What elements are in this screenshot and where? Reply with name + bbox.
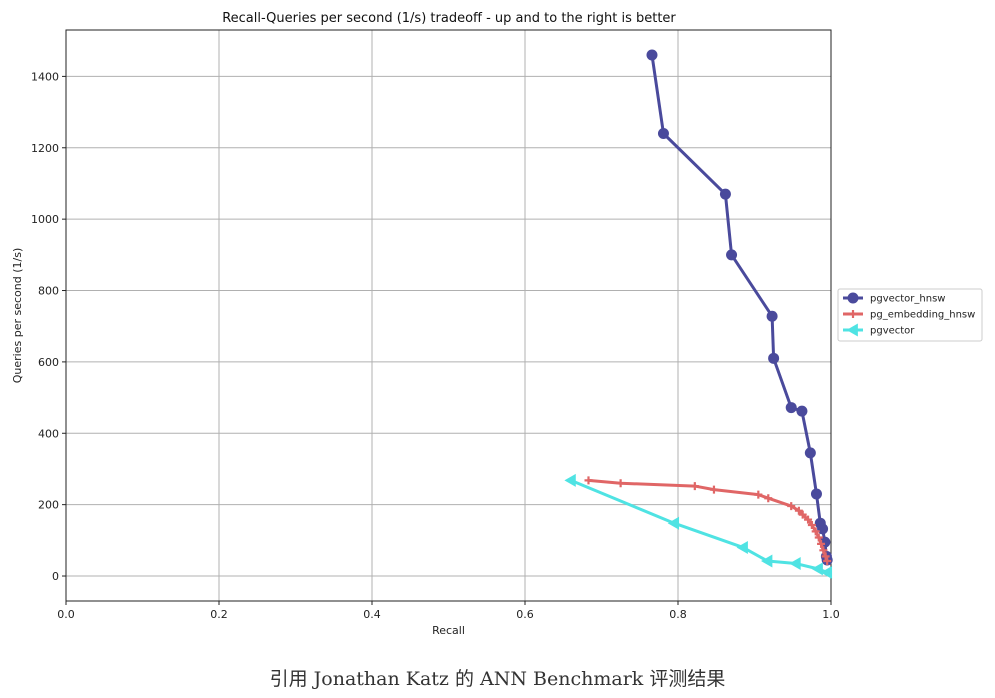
x-tick-label: 0.0: [57, 608, 75, 621]
figure-caption: 引用 Jonathan Katz 的 ANN Benchmark 评测结果: [269, 668, 726, 690]
x-tick-label: 0.6: [516, 608, 534, 621]
y-tick-label: 0: [52, 570, 59, 583]
y-tick-label: 1400: [31, 70, 59, 83]
data-point: [804, 447, 816, 459]
y-tick-label: 1000: [31, 213, 59, 226]
data-point: [804, 515, 813, 524]
data-point: [764, 494, 773, 503]
series-line: [588, 478, 829, 562]
data-point: [736, 540, 748, 554]
data-point: [796, 405, 808, 417]
series-layer: [564, 49, 833, 579]
x-axis-ticks: 0.0 0.2 0.4 0.6 0.8 1.0: [57, 601, 840, 621]
data-point: [657, 127, 669, 139]
data-point: [811, 562, 823, 576]
data-point: [817, 523, 829, 535]
data-point: [690, 482, 699, 491]
x-tick-label: 0.2: [210, 608, 228, 621]
legend-marker: [847, 292, 859, 304]
data-point: [616, 479, 625, 488]
y-tick-label: 400: [38, 427, 59, 440]
data-point: [817, 539, 826, 548]
data-point: [766, 310, 778, 322]
data-point: [584, 476, 593, 485]
data-point: [761, 554, 773, 568]
legend-item: pgvector_hnsw: [843, 292, 945, 305]
data-point: [726, 249, 738, 261]
y-tick-label: 1200: [31, 142, 59, 155]
legend-label: pg_embedding_hnsw: [870, 310, 975, 321]
data-point: [821, 552, 830, 561]
data-point: [564, 473, 576, 487]
x-tick-label: 0.4: [363, 608, 381, 621]
data-point: [811, 527, 820, 536]
legend-label: pgvector: [870, 326, 915, 337]
legend-box: [837, 288, 983, 342]
data-point: [754, 490, 763, 499]
legend-item: pg_embedding_hnsw: [843, 310, 975, 321]
data-point: [768, 352, 780, 364]
chart-title: Recall-Queries per second (1/s) tradeoff…: [222, 11, 676, 26]
data-point: [667, 516, 680, 530]
y-axis-ticks: 0 200 400 600 800 1000 1200 1400: [31, 70, 66, 583]
x-tick-label: 0.8: [669, 608, 687, 621]
chart: Recall-Queries per second (1/s) tradeoff…: [11, 11, 983, 637]
legend: pgvector_hnsw pg_embedding_hnsw pgvector: [837, 288, 983, 342]
x-tick-label: 1.0: [822, 608, 840, 621]
data-point: [798, 510, 807, 519]
plot-frame: [65, 29, 832, 602]
data-point: [819, 546, 828, 555]
series-pgvector: [564, 473, 833, 579]
legend-item: pgvector: [843, 323, 915, 337]
legend-marker: [849, 310, 857, 318]
data-point: [820, 565, 833, 579]
x-axis-label: Recall: [432, 624, 465, 637]
data-point: [785, 402, 797, 414]
data-point: [789, 557, 801, 571]
grid: [65, 30, 832, 601]
data-point: [719, 188, 731, 200]
series-line: [570, 478, 828, 574]
data-point: [807, 520, 816, 529]
data-point: [823, 557, 832, 566]
data-point: [787, 502, 796, 511]
y-tick-label: 200: [38, 499, 59, 512]
y-tick-label: 800: [38, 285, 59, 298]
series-pg_embedding_hnsw: [584, 476, 832, 566]
y-tick-label: 600: [38, 356, 59, 369]
data-point: [814, 533, 823, 542]
data-point: [646, 49, 658, 61]
data-point: [810, 488, 822, 500]
legend-marker: [846, 323, 858, 337]
legend-label: pgvector_hnsw: [870, 294, 945, 305]
series-pgvector_hnsw: [646, 49, 833, 566]
data-point: [794, 506, 803, 515]
y-axis-label: Queries per second (1/s): [11, 248, 24, 384]
data-point: [709, 485, 718, 494]
